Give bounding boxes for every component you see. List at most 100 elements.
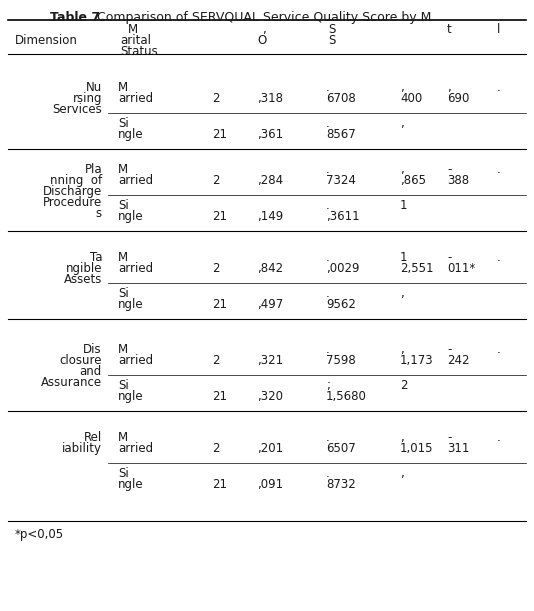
Text: .: . (497, 163, 501, 176)
Text: ,842: ,842 (257, 262, 283, 275)
Text: ngle: ngle (118, 210, 144, 223)
Text: .: . (497, 343, 501, 356)
Text: Status: Status (120, 45, 158, 58)
Text: Si: Si (118, 287, 129, 300)
Text: Pla: Pla (84, 163, 102, 176)
Text: Rel: Rel (84, 431, 102, 444)
Text: .: . (326, 287, 330, 300)
Text: t: t (447, 23, 452, 36)
Text: .: . (326, 117, 330, 130)
Text: 7324: 7324 (326, 174, 356, 187)
Text: 2: 2 (400, 379, 407, 392)
Text: 690: 690 (447, 92, 469, 105)
Text: Si: Si (118, 117, 129, 130)
Text: ,201: ,201 (257, 442, 283, 455)
Text: ,320: ,320 (257, 390, 283, 403)
Text: 8732: 8732 (326, 478, 356, 491)
Text: 21: 21 (212, 478, 227, 491)
Text: ,3611: ,3611 (326, 210, 359, 223)
Text: .: . (326, 251, 330, 264)
Text: arried: arried (118, 354, 153, 367)
Text: Dimension: Dimension (15, 34, 78, 47)
Text: ,091: ,091 (257, 478, 283, 491)
Text: 2: 2 (212, 442, 219, 455)
Text: .: . (497, 81, 501, 94)
Text: 388: 388 (447, 174, 469, 187)
Text: ngle: ngle (118, 478, 144, 491)
Text: ,318: ,318 (257, 92, 283, 105)
Text: arried: arried (118, 262, 153, 275)
Text: 2: 2 (212, 92, 219, 105)
Text: ,0029: ,0029 (326, 262, 359, 275)
Text: S: S (328, 34, 335, 47)
Text: 2: 2 (212, 174, 219, 187)
Text: 8567: 8567 (326, 128, 356, 141)
Text: and: and (80, 365, 102, 378)
Text: ,: , (262, 23, 266, 36)
Text: S: S (328, 23, 335, 36)
Text: arital: arital (120, 34, 151, 47)
Text: arried: arried (118, 92, 153, 105)
Text: 7598: 7598 (326, 354, 356, 367)
Text: Si: Si (118, 379, 129, 392)
Text: 2: 2 (212, 262, 219, 275)
Text: s: s (96, 207, 102, 220)
Text: arried: arried (118, 174, 153, 187)
Text: M: M (118, 343, 128, 356)
Text: ,284: ,284 (257, 174, 283, 187)
Text: ,497: ,497 (257, 298, 283, 311)
Text: ,: , (400, 343, 404, 356)
Text: O: O (257, 34, 266, 47)
Text: Ta: Ta (90, 251, 102, 264)
Text: 311: 311 (447, 442, 469, 455)
Text: 1,015: 1,015 (400, 442, 434, 455)
Text: nning  of: nning of (50, 174, 102, 187)
Text: 1,5680: 1,5680 (326, 390, 367, 403)
Text: 1: 1 (400, 199, 407, 212)
Text: Comparison of SERVQUAL Service Quality Score by M: Comparison of SERVQUAL Service Quality S… (93, 11, 431, 24)
Text: 011*: 011* (447, 262, 475, 275)
Text: ,: , (400, 163, 404, 176)
Text: ;: ; (326, 379, 330, 392)
Text: M: M (118, 81, 128, 94)
Text: M: M (128, 23, 138, 36)
Text: *p<0,05: *p<0,05 (15, 528, 64, 541)
Text: 9562: 9562 (326, 298, 356, 311)
Text: 400: 400 (400, 92, 422, 105)
Text: M: M (118, 431, 128, 444)
Text: 21: 21 (212, 298, 227, 311)
Text: -: - (447, 163, 451, 176)
Text: 21: 21 (212, 390, 227, 403)
Text: 21: 21 (212, 128, 227, 141)
Text: Procedure: Procedure (43, 196, 102, 209)
Text: arried: arried (118, 442, 153, 455)
Text: closure: closure (59, 354, 102, 367)
Text: ngle: ngle (118, 390, 144, 403)
Text: 2: 2 (212, 354, 219, 367)
Text: 21: 21 (212, 210, 227, 223)
Text: 2,551: 2,551 (400, 262, 434, 275)
Text: ,: , (400, 81, 404, 94)
Text: 1,173: 1,173 (400, 354, 434, 367)
Text: -: - (447, 431, 451, 444)
Text: .: . (326, 343, 330, 356)
Text: .: . (326, 431, 330, 444)
Text: M: M (118, 163, 128, 176)
Text: .: . (326, 81, 330, 94)
Text: ,361: ,361 (257, 128, 283, 141)
Text: M: M (118, 251, 128, 264)
Text: ngle: ngle (118, 128, 144, 141)
Text: ,: , (447, 81, 451, 94)
Text: ,: , (400, 431, 404, 444)
Text: Services: Services (52, 103, 102, 116)
Text: Table 7.: Table 7. (50, 11, 105, 24)
Text: Assets: Assets (64, 273, 102, 286)
Text: l: l (497, 23, 500, 36)
Text: .: . (497, 251, 501, 264)
Text: rsing: rsing (73, 92, 102, 105)
Text: .: . (326, 199, 330, 212)
Text: Assurance: Assurance (41, 376, 102, 389)
Text: iability: iability (62, 442, 102, 455)
Text: Dis: Dis (83, 343, 102, 356)
Text: 242: 242 (447, 354, 469, 367)
